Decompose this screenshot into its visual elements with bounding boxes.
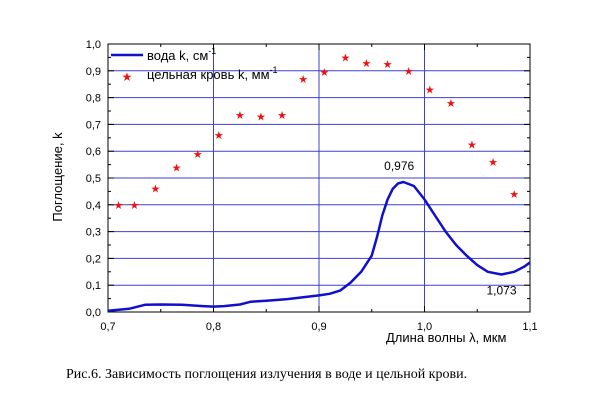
data-point-blood: ★ xyxy=(151,183,161,196)
figure-caption: Рис.6. Зависимость поглощения излучения … xyxy=(66,367,468,382)
data-point-blood: ★ xyxy=(129,199,139,212)
annotation-label: 0,976 xyxy=(384,159,414,173)
x-tick-label: 0,8 xyxy=(206,321,221,333)
y-tick-label: 0,8 xyxy=(86,93,101,105)
y-tick-label: 1,0 xyxy=(86,39,101,51)
series-line-water xyxy=(107,180,531,312)
data-point-blood: ★ xyxy=(114,199,124,212)
y-axis-title: Поглощение, k xyxy=(50,132,65,222)
annotation-label: 1,073 xyxy=(486,283,516,297)
grid xyxy=(108,44,530,312)
y-tick-label: 0,7 xyxy=(86,119,101,131)
data-point-blood: ★ xyxy=(425,84,435,97)
data-point-blood: ★ xyxy=(277,109,287,122)
y-tick-label: 0,6 xyxy=(86,146,101,158)
data-point-blood: ★ xyxy=(256,110,266,123)
legend-water-label: вода k, см-1 xyxy=(147,46,216,63)
y-tick-label: 0,9 xyxy=(86,66,101,78)
data-point-blood: ★ xyxy=(362,57,372,70)
data-point-blood: ★ xyxy=(235,109,245,122)
y-tick-label: 0,0 xyxy=(86,307,101,319)
y-tick-label: 0,1 xyxy=(86,280,101,292)
x-tick-label: 0,9 xyxy=(311,321,326,333)
axis-ticks xyxy=(107,43,531,313)
x-tick-label: 1,0 xyxy=(417,321,432,333)
data-point-blood: ★ xyxy=(193,148,203,161)
y-tick-label: 0,2 xyxy=(86,253,101,265)
data-point-blood: ★ xyxy=(404,65,414,78)
data-point-blood: ★ xyxy=(383,58,393,71)
legend: вода k, см-1 ★ цельная кровь k, мм-1 xyxy=(111,46,278,84)
annotations: 0,976 1,073 xyxy=(384,159,517,297)
data-point-blood: ★ xyxy=(467,139,477,152)
x-axis-title: Длина волны λ, мкм xyxy=(386,330,506,345)
x-tick-labels: 0,7 0,8 0,9 1,0 1,1 xyxy=(100,321,537,333)
legend-star-swatch: ★ xyxy=(122,70,133,84)
series-layer: ★ ★ ★ ★ ★ ★ ★ ★ ★ ★ ★ ★ ★ ★ ★ ★ ★ ★ ★ ★ xyxy=(107,51,531,312)
legend-blood-label: цельная кровь k, мм-1 xyxy=(147,65,278,82)
y-tick-label: 0,3 xyxy=(86,227,101,239)
x-tick-label: 0,7 xyxy=(100,321,115,333)
x-tick-label: 1,1 xyxy=(522,321,537,333)
data-point-blood: ★ xyxy=(298,73,308,86)
y-tick-label: 0,5 xyxy=(86,173,101,185)
data-point-blood: ★ xyxy=(488,156,498,169)
data-point-blood: ★ xyxy=(214,129,224,142)
y-tick-labels: 0,0 0,1 0,2 0,3 0,4 0,5 0,6 0,7 0,8 0,9 1,0 xyxy=(86,39,101,319)
data-point-blood: ★ xyxy=(340,51,350,64)
data-point-blood: ★ xyxy=(319,66,329,79)
y-tick-label: 0,4 xyxy=(86,200,101,212)
chart: 0,7 0,8 0,9 1,0 1,1 0,0 0,1 0,2 0,3 0,4 0,5 0,6 0,7… xyxy=(50,39,538,345)
data-point-blood: ★ xyxy=(446,97,456,110)
data-point-blood: ★ xyxy=(172,161,182,174)
data-point-blood: ★ xyxy=(509,188,519,201)
